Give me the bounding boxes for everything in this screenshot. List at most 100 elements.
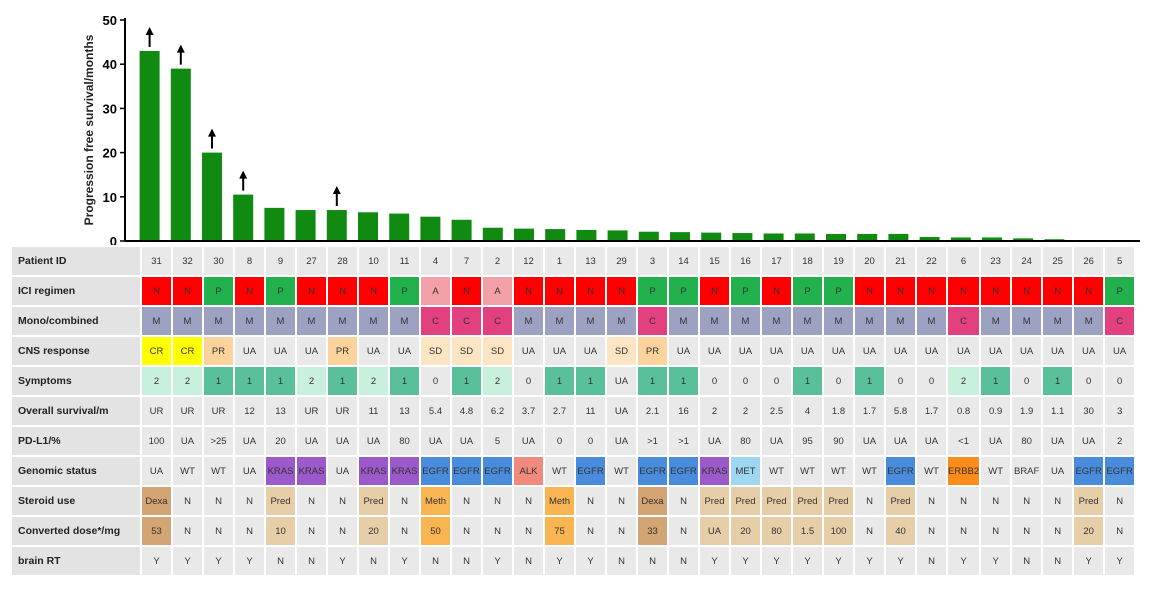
table-cell: Y	[173, 547, 202, 575]
table-cell: N	[981, 277, 1011, 305]
bar-patient-24	[1013, 238, 1034, 241]
table-cell: UA	[731, 337, 760, 365]
table-cell: 0.8	[948, 397, 980, 425]
table-cell: UA	[359, 427, 388, 455]
bar-patient-28	[326, 210, 347, 241]
bar-patient-30	[202, 152, 222, 241]
table-cell: N	[917, 517, 946, 545]
table-cell: 3.7	[514, 397, 543, 425]
table-cell: UA	[545, 337, 574, 365]
table-cell: N	[328, 517, 357, 545]
table-cell: Pred	[731, 487, 760, 515]
row-label: Mono/combined	[12, 307, 140, 335]
table-cell: UA	[886, 427, 915, 455]
table-cell: N	[638, 547, 667, 575]
table-cell: UA	[762, 427, 791, 455]
bar-patient-4	[420, 216, 441, 241]
table-cell: 1.1	[1043, 397, 1073, 425]
table-cell: 0	[700, 367, 729, 395]
patient-characteristics-table: Patient ID 31 32 30 8 9 27 28 10 11 4 7 2 12 1 13 29 3 14 1…	[10, 245, 1137, 577]
table-cell: N	[514, 487, 543, 515]
table-cell: N	[669, 517, 698, 545]
table-cell: Y	[1105, 547, 1135, 575]
table-cell: WT	[762, 457, 791, 485]
table-cell: 1	[638, 367, 667, 395]
table-cell: UA	[917, 337, 946, 365]
table-cell: UA	[359, 337, 388, 365]
table-cell: 6	[948, 247, 980, 275]
table-cell: 1.7	[917, 397, 946, 425]
table-cell: M	[1043, 307, 1073, 335]
table-cell: ALK	[514, 457, 543, 485]
table-cell: EGFR	[669, 457, 698, 485]
table-cell: M	[981, 307, 1011, 335]
table-cell: UA	[981, 337, 1011, 365]
table-cell: N	[297, 487, 326, 515]
table-cell: Pred	[700, 487, 729, 515]
table-cell: UR	[173, 397, 202, 425]
row-label: Overall survival/m	[12, 397, 140, 425]
table-cell: N	[576, 487, 605, 515]
table-cell: 1	[981, 367, 1011, 395]
row-label: Converted dose*/mg	[12, 517, 140, 545]
table-cell: M	[297, 307, 326, 335]
table-cell: 5	[1105, 247, 1135, 275]
table-cell: 0	[1105, 367, 1135, 395]
table-cell: N	[545, 277, 574, 305]
table-cell: 2	[483, 247, 512, 275]
row-label: PD-L1/%	[12, 427, 140, 455]
table-cell: N	[669, 487, 698, 515]
table-cell: 28	[328, 247, 357, 275]
table-cell: N	[359, 547, 388, 575]
table-cell: 95	[793, 427, 822, 455]
table-cell: Y	[793, 547, 822, 575]
table-cell: 0	[421, 367, 450, 395]
table-cell: 0	[886, 367, 915, 395]
bar-patient-18	[794, 233, 815, 241]
table-cell: N	[948, 277, 980, 305]
table-cell: 20	[731, 517, 760, 545]
table-cell: N	[483, 487, 512, 515]
table-cell: SD	[421, 337, 450, 365]
table-cell: EGFR	[886, 457, 915, 485]
table-cell: 2.1	[638, 397, 667, 425]
table-cell: UA	[328, 457, 357, 485]
table-cell: N	[981, 517, 1011, 545]
table-cell: N	[855, 517, 884, 545]
bar-patient-32	[170, 68, 191, 242]
table-cell: P	[638, 277, 667, 305]
table-cell: UA	[1043, 457, 1073, 485]
table-cell: Y	[483, 547, 512, 575]
table-cell: KRAS	[359, 457, 388, 485]
table-cell: N	[917, 547, 946, 575]
table-cell: UA	[328, 427, 357, 455]
table-cell: UA	[421, 427, 450, 455]
table-cell: N	[1043, 517, 1073, 545]
table-cell: P	[793, 277, 822, 305]
table-cell: M	[173, 307, 202, 335]
table-row: PD-L1/% 100 UA >25 UA 20 UA UA UA 80 UA UA 5 UA 0 0 UA >1…	[12, 427, 1135, 455]
table-cell: Y	[855, 547, 884, 575]
table-cell: 2	[948, 367, 980, 395]
table-cell: 15	[700, 247, 729, 275]
table-cell: 11	[576, 397, 605, 425]
table-cell: 3	[1105, 397, 1135, 425]
table-cell: 18	[793, 247, 822, 275]
table-cell: P	[266, 277, 295, 305]
table-cell: MET	[731, 457, 760, 485]
table-cell: 5.8	[886, 397, 915, 425]
table-cell: UA	[452, 427, 481, 455]
bar-patient-16	[732, 233, 753, 241]
table-cell: 20	[359, 517, 388, 545]
table-cell: 1	[669, 367, 698, 395]
table-cell: UA	[855, 337, 884, 365]
table-cell: 12	[235, 397, 264, 425]
table-cell: 2	[731, 397, 760, 425]
row-label: Symptoms	[12, 367, 140, 395]
table-cell: UA	[1043, 337, 1073, 365]
table-cell: 0	[514, 367, 543, 395]
table-cell: N	[142, 277, 171, 305]
table-cell: 16	[669, 397, 698, 425]
table-cell: 5.4	[421, 397, 450, 425]
table-cell: UR	[142, 397, 171, 425]
